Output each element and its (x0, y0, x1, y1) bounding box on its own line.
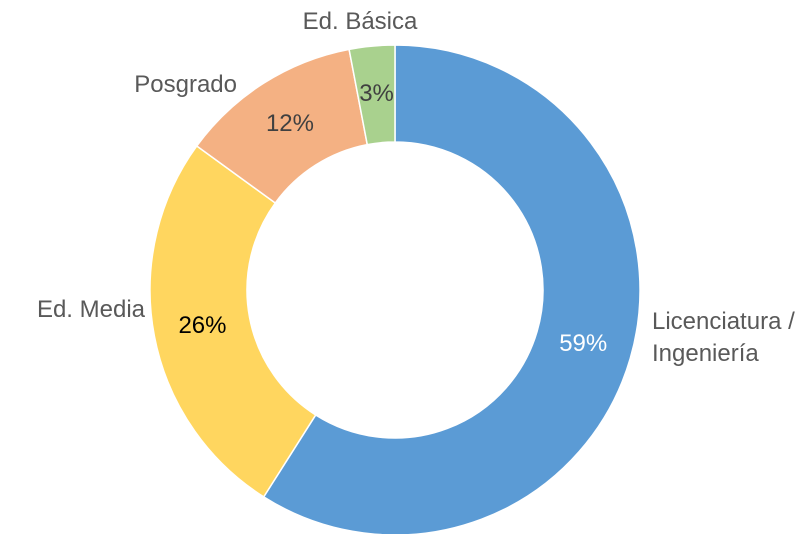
donut-slice (262, 44, 641, 534)
data-label: 59% (559, 330, 607, 357)
category-label: Ed. Básica (302, 8, 418, 35)
data-label: 26% (178, 312, 226, 339)
category-label: Ed. Media (36, 296, 145, 323)
category-label: Posgrado (134, 71, 237, 98)
data-label: 3% (359, 80, 394, 107)
data-label: 12% (266, 110, 314, 137)
category-label: Licenciatura / Ingeniería (652, 308, 795, 367)
donut-slice (149, 144, 317, 498)
donut-slice (348, 44, 396, 146)
